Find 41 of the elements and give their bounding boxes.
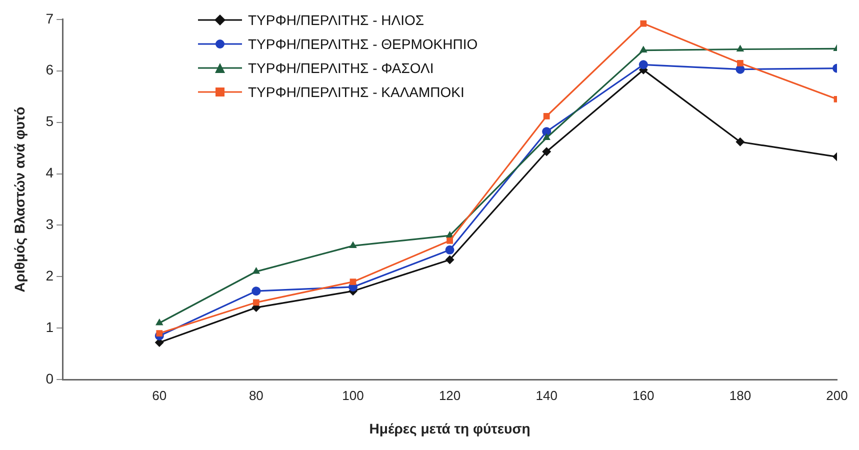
legend-label: ΤΥΡΦΗ/ΠΕΡΛΙΤΗΣ - ΘΕΡΜΟΚΗΠΙΟ [248, 36, 478, 52]
point [445, 255, 454, 264]
point [252, 267, 260, 274]
point [542, 147, 552, 156]
point [542, 133, 550, 140]
x-tick-label: 200 [826, 388, 848, 403]
point [155, 318, 164, 326]
point [446, 237, 453, 244]
x-axis-title: Ημέρες μετά τη φύτευση [369, 420, 530, 436]
point [445, 245, 454, 254]
point [543, 112, 550, 120]
point [640, 46, 648, 53]
point [638, 60, 648, 70]
point [737, 60, 744, 66]
x-tick-label: 80 [248, 388, 264, 403]
y-tick-label: 2 [46, 268, 54, 284]
point [736, 44, 744, 52]
point [349, 241, 357, 248]
point [253, 299, 260, 306]
y-tick-label: 4 [46, 164, 54, 181]
point [350, 278, 356, 286]
x-tick-label: 100 [342, 388, 364, 403]
legend-label: ΤΥΡΦΗ/ΠΕΡΛΙΤΗΣ - ΦΑΣΟΛΙ [248, 60, 434, 76]
y-tick-label: 1 [46, 319, 54, 335]
x-tick-label: 60 [152, 388, 167, 403]
y-tick-label: 0 [46, 370, 54, 386]
y-axis-title: Αριθμός Βλαστών ανά φυτό [11, 106, 28, 292]
point [640, 20, 647, 27]
y-tick-label: 6 [46, 62, 54, 78]
x-tick-label: 120 [438, 388, 461, 403]
x-tick-label: 140 [536, 388, 558, 403]
legend-label: ΤΥΡΦΗ/ΠΕΡΛΙΤΗΣ - ΗΛΙΟΣ [248, 12, 424, 28]
y-tick-label: 3 [46, 216, 54, 232]
y-tick-label: 5 [46, 113, 54, 130]
y-tick-label: 7 [46, 10, 54, 26]
point [252, 286, 261, 296]
point [156, 330, 163, 336]
legend-label: ΤΥΡΦΗ/ΠΕΡΛΙΤΗΣ - ΚΑΛΑΜΠΟΚΙ [248, 84, 464, 100]
x-tick-label: 160 [632, 388, 654, 403]
x-tick-label: 180 [729, 388, 752, 403]
point [736, 137, 745, 146]
